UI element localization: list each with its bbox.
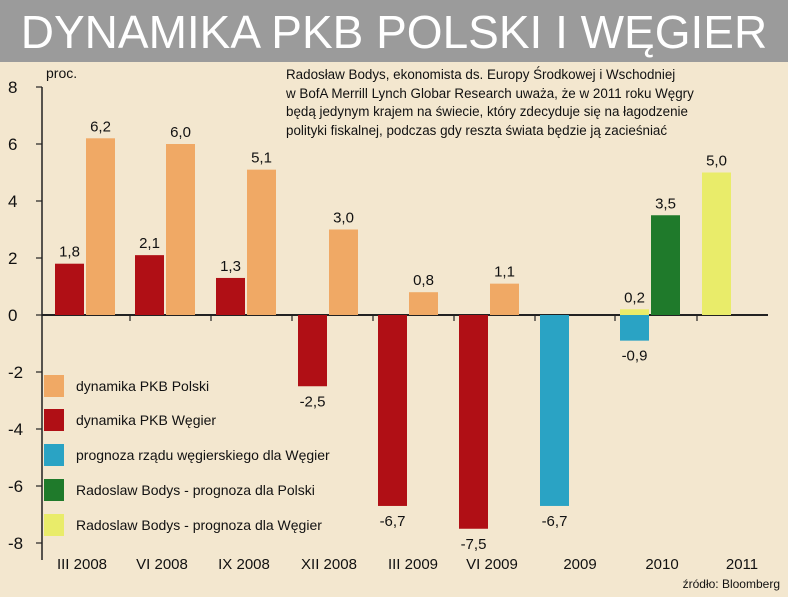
bar-bodys_hu bbox=[620, 309, 649, 315]
data-label: 3,0 bbox=[333, 210, 354, 227]
y-tick-label: 2 bbox=[8, 249, 17, 268]
bar-hu_gov bbox=[540, 315, 569, 506]
chart-title: DYNAMIKA PKB POLSKI I WĘGIER bbox=[20, 6, 768, 58]
x-tick-label: III 2009 bbox=[388, 556, 438, 573]
source-note: źródło: Bloomberg bbox=[682, 577, 780, 591]
legend-swatch-pl bbox=[44, 375, 64, 397]
x-tick-label: XII 2008 bbox=[301, 556, 357, 573]
bar-hu_gov bbox=[620, 315, 649, 341]
x-tick-label: VI 2008 bbox=[136, 556, 188, 573]
x-tick-label: IX 2008 bbox=[218, 556, 270, 573]
y-tick-label: 8 bbox=[8, 78, 17, 97]
data-label: -0,9 bbox=[622, 348, 648, 365]
bar-pl bbox=[329, 229, 358, 315]
data-label: -7,5 bbox=[461, 536, 487, 553]
legend-label-bodys-hu: Radoslaw Bodys - prognoza dla Węgier bbox=[76, 517, 322, 533]
y-tick-label: -2 bbox=[8, 363, 23, 382]
legend-swatch-hu bbox=[44, 409, 64, 431]
legend-label-bodys-pl: Radoslaw Bodys - prognoza dla Polski bbox=[76, 482, 315, 498]
legend-label-hu-gov: prognoza rządu węgierskiego dla Węgier bbox=[76, 447, 330, 463]
x-tick-label: III 2008 bbox=[57, 556, 107, 573]
bar-pl bbox=[166, 144, 195, 315]
legend-swatch-bodys-pl bbox=[44, 479, 64, 501]
x-tick-label: VI 2009 bbox=[466, 556, 518, 573]
x-tick-label: 2010 bbox=[645, 556, 678, 573]
data-label: 0,8 bbox=[413, 272, 434, 289]
bar-bodys_hu bbox=[702, 172, 731, 315]
y-tick-label: 6 bbox=[8, 135, 17, 154]
data-label: 1,8 bbox=[59, 244, 80, 261]
y-tick-label: 0 bbox=[8, 306, 17, 325]
data-label: -2,5 bbox=[300, 393, 326, 410]
bar-hu bbox=[55, 263, 84, 315]
bar-hu bbox=[216, 277, 245, 315]
y-tick-label: -8 bbox=[8, 534, 23, 553]
bar-pl bbox=[247, 169, 276, 315]
legend-swatch-bodys-hu bbox=[44, 514, 64, 536]
title-bar: DYNAMIKA PKB POLSKI I WĘGIER bbox=[0, 0, 788, 62]
data-label: 1,3 bbox=[220, 258, 241, 275]
data-label: 5,0 bbox=[706, 153, 727, 170]
data-label: -6,7 bbox=[380, 513, 406, 530]
bar-hu bbox=[378, 315, 407, 506]
data-label: -6,7 bbox=[542, 513, 568, 530]
bar-hu bbox=[135, 255, 164, 315]
y-tick-label: 4 bbox=[8, 192, 17, 211]
legend-label-pl: dynamika PKB Polski bbox=[76, 378, 210, 394]
data-label: 5,1 bbox=[251, 150, 272, 167]
y-tick-label: -4 bbox=[8, 420, 23, 439]
data-label: 3,5 bbox=[655, 195, 676, 212]
legend-label-hu: dynamika PKB Węgier bbox=[76, 412, 217, 428]
bar-bodys_pl bbox=[651, 215, 680, 315]
bar-hu bbox=[459, 315, 488, 529]
data-label: 6,0 bbox=[170, 124, 191, 141]
y-tick-label: -6 bbox=[8, 477, 23, 496]
bar-pl bbox=[86, 138, 115, 315]
bar-hu bbox=[298, 315, 327, 387]
x-tick-label: 2009 bbox=[563, 556, 596, 573]
data-label: 2,1 bbox=[139, 235, 160, 252]
y-axis-unit: proc. bbox=[46, 65, 78, 81]
bar-pl bbox=[409, 292, 438, 315]
x-tick-label: 2011 bbox=[726, 556, 758, 573]
annotation-note: Radosław Bodys, ekonomista ds. Europy Śr… bbox=[286, 67, 694, 138]
data-label: 6,2 bbox=[90, 118, 111, 135]
legend-swatch-hu-gov bbox=[44, 444, 64, 466]
bar-pl bbox=[490, 283, 519, 315]
data-label: 1,1 bbox=[494, 264, 515, 281]
data-label: 0,2 bbox=[624, 289, 645, 306]
